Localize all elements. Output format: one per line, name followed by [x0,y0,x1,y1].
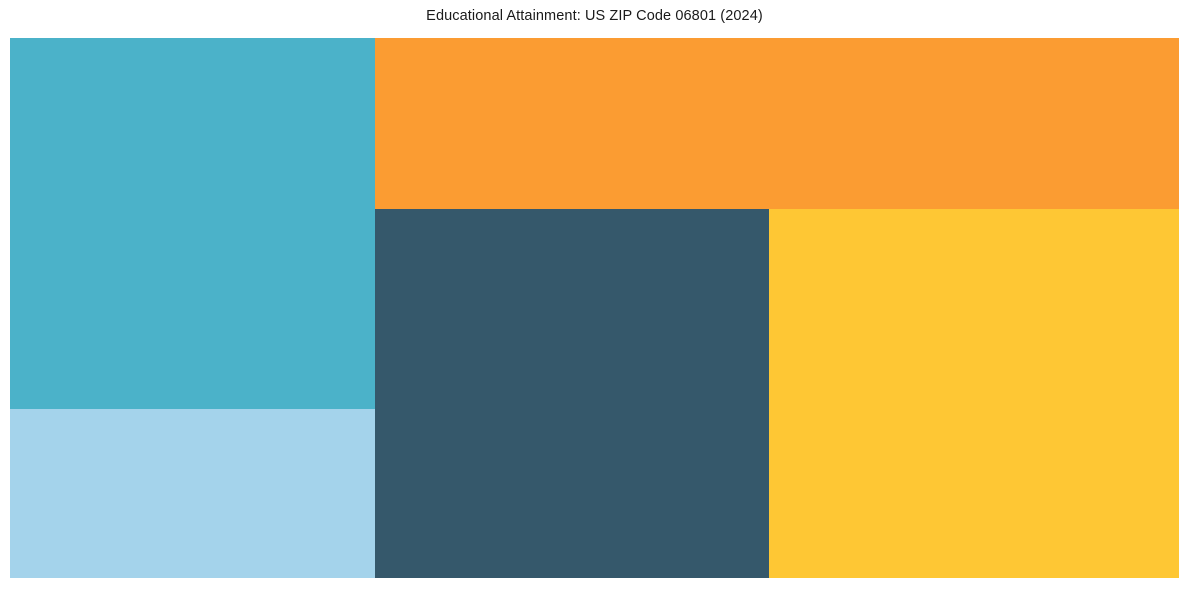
treemap-tile-some-college[interactable]: Some college or associate's degree [375,38,1179,209]
treemap-tile-high-school-graduate[interactable]: High school graduate or equivalent [375,209,769,578]
treemap-tile-bachelors-degree[interactable]: Bachelor's degree [10,38,375,409]
treemap-tile-graduate-professional-degree[interactable]: Graduate or professional degree [769,209,1179,578]
treemap-plot-area: Bachelor's degree Less than high school … [10,38,1179,578]
chart-title: Educational Attainment: US ZIP Code 0680… [426,8,763,24]
treemap-tile-less-than-high-school[interactable]: Less than high school diploma [10,409,375,578]
